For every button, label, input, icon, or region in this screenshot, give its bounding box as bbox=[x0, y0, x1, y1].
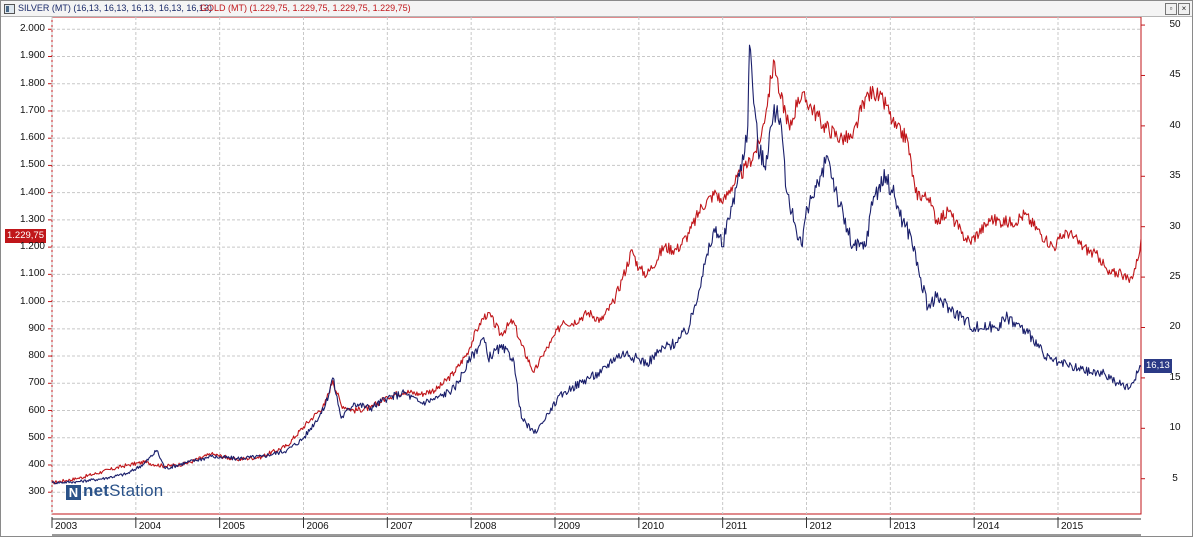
right-axis-tick-label: 50 bbox=[1169, 19, 1181, 31]
left-axis-tick-label: 1.300 bbox=[19, 213, 45, 225]
x-axis-tick-label: 2003 bbox=[55, 521, 78, 532]
x-axis-tick-label: 2012 bbox=[809, 521, 832, 532]
left-axis-tick-label: 900 bbox=[28, 322, 45, 334]
x-axis-tick-label: 2008 bbox=[474, 521, 497, 532]
silver-line bbox=[51, 44, 1142, 485]
x-axis-tick-label: 2006 bbox=[306, 521, 329, 532]
left-axis-tick-label: 500 bbox=[28, 431, 45, 443]
left-axis-tick-label: 1.600 bbox=[19, 132, 45, 144]
gold-series-title: GOLD (MT) (1.229,75, 1.229,75, 1.229,75,… bbox=[200, 3, 411, 13]
right-axis-tick-label: 20 bbox=[1169, 321, 1181, 333]
right-axis-tick-label: 45 bbox=[1169, 69, 1181, 81]
left-axis-tick-label: 600 bbox=[28, 404, 45, 416]
left-axis-tick-label: 1.800 bbox=[19, 77, 45, 89]
x-axis-tick-label: 2011 bbox=[725, 521, 748, 532]
left-axis-tick-label: 800 bbox=[28, 350, 45, 362]
left-axis-tick-label: 700 bbox=[28, 377, 45, 389]
x-axis-tick-label: 2007 bbox=[390, 521, 413, 532]
x-axis-tick-label: 2010 bbox=[641, 521, 665, 532]
right-axis-tick-label: 15 bbox=[1169, 371, 1181, 383]
x-axis-tick-label: 2005 bbox=[222, 521, 245, 532]
close-window-button[interactable]: × bbox=[1178, 3, 1190, 15]
chart-titlebar: SILVER (MT) (16,13, 16,13, 16,13, 16,13,… bbox=[1, 1, 1192, 17]
chart-window-icon bbox=[4, 4, 15, 14]
right-axis-tick-label: 30 bbox=[1169, 220, 1181, 232]
x-axis-tick-label: 2004 bbox=[138, 521, 162, 532]
left-axis-tick-label: 400 bbox=[28, 458, 45, 470]
x-axis-tick-label: 2013 bbox=[893, 521, 916, 532]
gold-last-value-tag: 1.229,75 bbox=[5, 229, 46, 243]
right-axis-tick-label: 35 bbox=[1169, 170, 1181, 182]
left-axis-tick-label: 1.700 bbox=[19, 104, 45, 116]
netstation-logo-icon: N bbox=[66, 485, 81, 500]
left-axis-tick-label: 1.200 bbox=[19, 241, 45, 253]
plot-area bbox=[51, 17, 1142, 515]
left-axis-tick-label: 1.900 bbox=[19, 50, 45, 62]
left-axis-tick-label: 300 bbox=[28, 486, 45, 498]
left-axis-tick-label: 1.100 bbox=[19, 268, 45, 280]
left-axis-tick-label: 1.000 bbox=[19, 295, 45, 307]
left-axis-tick-label: 2.000 bbox=[19, 23, 45, 35]
right-axis-tick-label: 25 bbox=[1169, 271, 1181, 283]
right-axis-tick-label: 40 bbox=[1169, 119, 1181, 131]
restore-window-button[interactable]: ▫ bbox=[1165, 3, 1177, 15]
x-axis-tick-label: 2009 bbox=[558, 521, 581, 532]
x-axis-tick-label: 2014 bbox=[977, 521, 1000, 532]
silver-series-title: SILVER (MT) (16,13, 16,13, 16,13, 16,13,… bbox=[18, 3, 212, 13]
x-axis-tick-label: 2015 bbox=[1061, 521, 1084, 532]
right-axis-tick-label: 10 bbox=[1169, 422, 1181, 434]
right-axis-tick-label: 5 bbox=[1172, 472, 1178, 484]
left-axis-tick-label: 1.400 bbox=[19, 186, 45, 198]
left-axis-tick-label: 1.500 bbox=[19, 159, 45, 171]
silver-last-value-tag: 16,13 bbox=[1144, 359, 1172, 373]
price-chart[interactable] bbox=[1, 17, 1192, 536]
